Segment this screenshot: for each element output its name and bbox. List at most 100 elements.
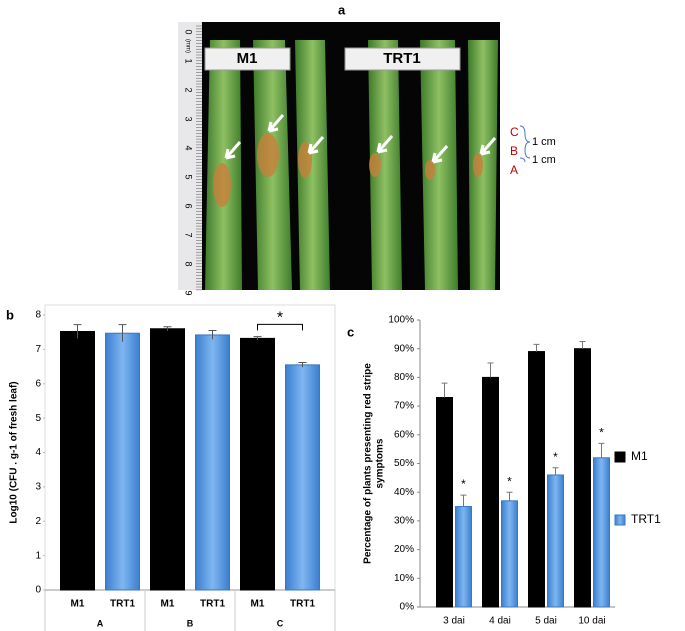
y-tick-label: 30% [394,516,414,527]
zone-size: 1 cm [532,136,556,148]
ruler-label: 8 [184,261,194,266]
bar [105,332,140,591]
error-bar [533,343,540,352]
y-axis-label: Log10 (CFU . g-1 of fresh leaf) [9,381,20,523]
bar [195,334,230,591]
error-bar [118,324,127,342]
ruler-label: 4 [184,145,194,150]
significance: * [599,426,604,440]
significance: * [553,450,558,464]
bar [285,364,320,591]
ruler-label: 3 [184,116,194,121]
bar [547,474,564,608]
legend-swatch [614,514,626,526]
y-tick-label: 8 [35,310,41,321]
y-tick-label: 40% [394,487,414,498]
zone-label: A [510,163,518,177]
bar [60,331,95,591]
brace [519,125,531,163]
panel-label: c [347,324,354,339]
y-tick-label: 4 [35,447,41,458]
y-tick-label: 60% [394,429,414,440]
y-tick-label: 0 [35,585,41,596]
y-tick-label: 70% [394,401,414,412]
arrows [224,114,497,164]
error-bar [253,336,262,341]
leaf-label: M1 [237,50,258,67]
ruler-label: 0 [184,29,194,34]
y-axis-label: Percentage of plants presenting red stri… [363,363,374,564]
legend-label: TRT1 [631,512,661,526]
x-tick-label: TRT1 [110,599,135,610]
panel-label: a [338,2,346,17]
legend-swatch [614,451,626,463]
y-tick-label: 0% [400,602,415,613]
error-bar [441,382,448,398]
leaf-label: TRT1 [383,50,421,67]
ruler-label: 6 [184,203,194,208]
error-bar [579,341,586,349]
group-label: A [97,618,104,628]
y-tick-label: 3 [35,482,41,493]
ruler-label: 2 [184,87,194,92]
zone-size: 1 cm [532,154,556,166]
bar [150,328,185,591]
error-bar [598,442,605,458]
zone-label: B [510,144,518,158]
y-tick-label: 50% [394,458,414,469]
significance: * [461,477,466,491]
x-tick-label: M1 [251,599,265,610]
error-bar [208,329,217,340]
significance: * [507,474,512,488]
error-bar [506,491,513,501]
y-tick-label: 6 [35,378,41,389]
ruler-label: 7 [184,232,194,237]
ruler-label: 5 [184,174,194,179]
y-axis-label: symptoms [375,438,386,488]
y-tick-label: 80% [394,372,414,383]
leaves [205,40,498,290]
x-tick-label: 3 dai [443,616,465,627]
label-box [344,47,461,71]
bar [501,500,518,608]
error-bar [163,326,172,331]
zone-label: C [510,125,519,139]
ruler-unit: (mm) [184,39,190,53]
error-bar [298,361,307,368]
ruler-label: 9 [184,290,194,295]
ruler-label: 1 [184,58,194,63]
y-tick-label: 5 [35,413,41,424]
significance: * [277,310,283,327]
bar [455,506,472,608]
y-tick-label: 1 [35,550,41,561]
label-box [204,47,291,71]
bar [240,337,275,591]
x-tick-label: 4 dai [489,616,511,627]
legend-label: M1 [631,449,648,463]
x-tick-label: TRT1 [290,599,315,610]
y-tick-label: 2 [35,516,41,527]
bar [593,457,610,608]
error-bar [487,362,494,378]
y-tick-label: 20% [394,544,414,555]
x-tick-label: M1 [161,599,175,610]
group-label: C [277,618,284,628]
error-bar [552,467,559,475]
y-tick-label: 10% [394,573,414,584]
y-tick-label: 7 [35,344,41,355]
bar [528,351,545,608]
significance-bracket [257,323,303,331]
bar [574,348,591,608]
panel-label: b [6,307,14,322]
error-bar [73,324,82,339]
bar [436,396,453,608]
x-tick-label: TRT1 [200,599,225,610]
x-tick-label: M1 [71,599,85,610]
y-tick-label: 90% [394,343,414,354]
x-tick-label: 10 dai [578,616,605,627]
group-label: B [187,618,194,628]
error-bar [460,494,467,507]
y-tick-label: 100% [388,315,414,326]
x-tick-label: 5 dai [535,616,557,627]
